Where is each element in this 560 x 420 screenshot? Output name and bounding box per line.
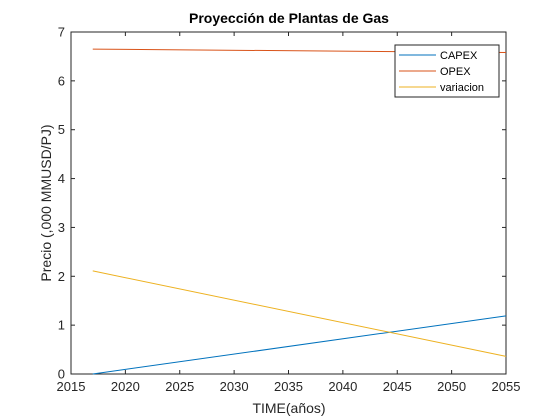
y-tick-label: 7	[58, 25, 65, 40]
x-tick-label: 2055	[492, 379, 521, 394]
x-tick-label: 2030	[220, 379, 249, 394]
y-tick-label: 1	[58, 318, 65, 333]
legend-label-capex: CAPEX	[440, 50, 478, 62]
chart-title: Proyección de Plantas de Gas	[189, 10, 389, 26]
x-axis-title: TIME(años)	[252, 400, 325, 416]
y-axis-title: Precio (,000 MMUSD/PJ)	[38, 124, 54, 281]
y-axis: 0 1 2 3 4 5 6 7	[58, 25, 506, 382]
x-tick-label: 2040	[328, 379, 357, 394]
x-tick-label: 2025	[165, 379, 194, 394]
legend: CAPEX OPEX variacion	[394, 44, 500, 98]
series-line-variacion	[92, 270, 507, 357]
x-tick-label: 2015	[57, 379, 86, 394]
y-tick-label: 3	[58, 220, 65, 235]
x-tick-label: 2020	[111, 379, 140, 394]
series-line-capex	[92, 315, 507, 375]
x-tick-label: 2035	[274, 379, 303, 394]
y-tick-label: 5	[58, 122, 65, 137]
y-tick-label: 4	[58, 171, 65, 186]
x-tick-label: 2050	[437, 379, 466, 394]
x-tick-label: 2045	[383, 379, 412, 394]
y-tick-label: 0	[58, 367, 65, 382]
y-tick-label: 2	[58, 269, 65, 284]
x-axis: 2015 2020 2025 2030 2035 2040 2045 2050 2055	[57, 32, 521, 394]
legend-label-opex: OPEX	[440, 66, 471, 78]
legend-label-variacion: variacion	[440, 82, 484, 94]
y-tick-label: 6	[58, 73, 65, 88]
